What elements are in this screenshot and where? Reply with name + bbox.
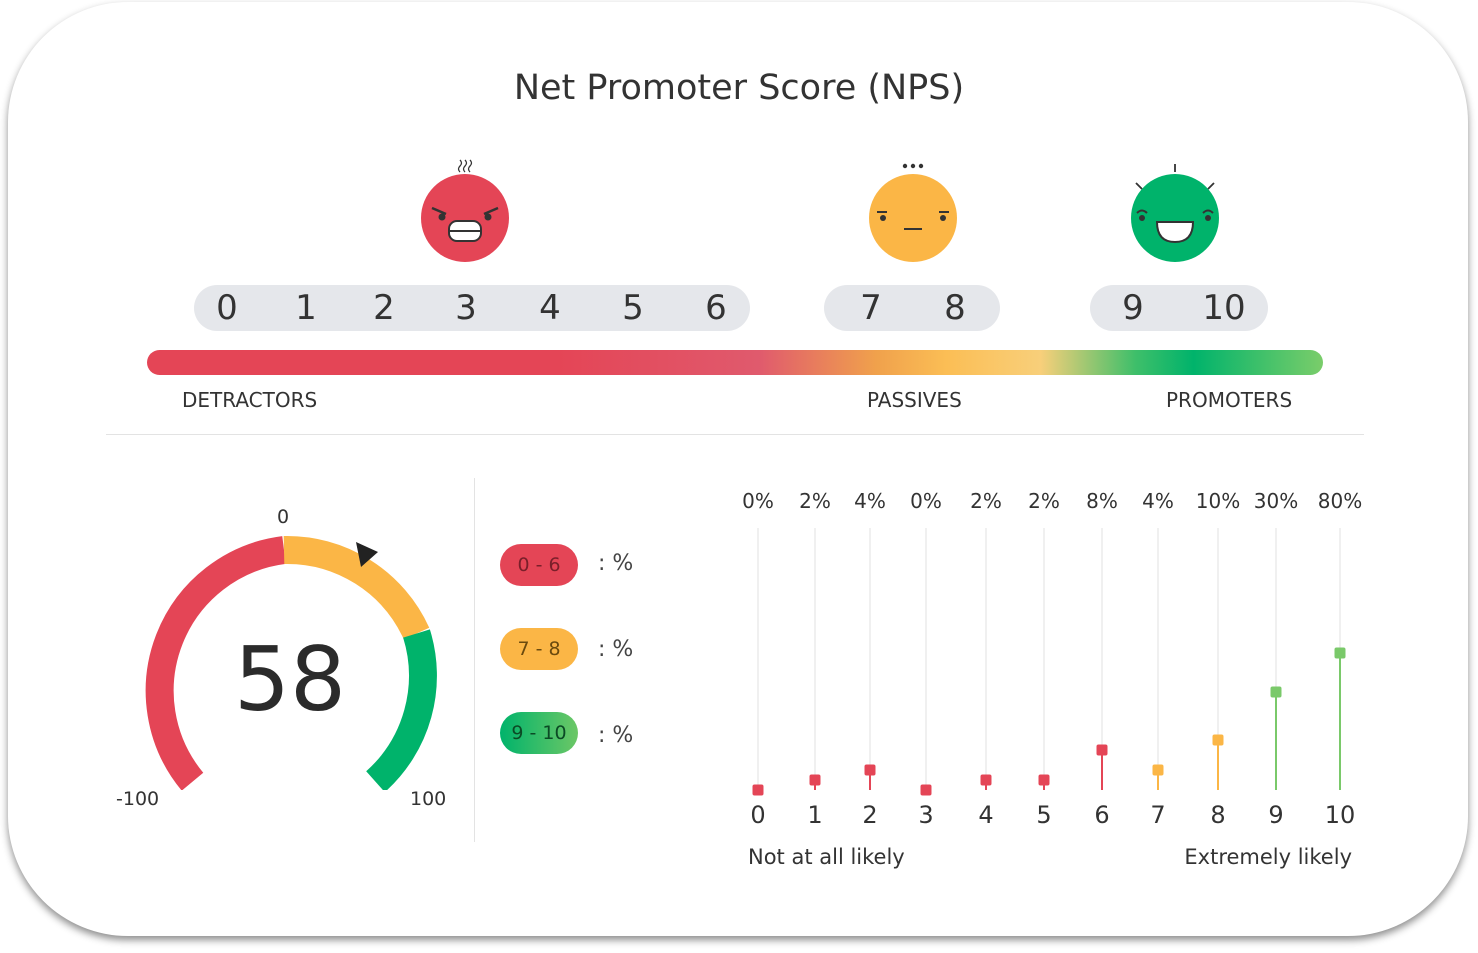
scale-number: 6 [705,288,727,328]
nps-card [8,2,1468,936]
column-divider [474,478,475,842]
legend-passives-pill: 7 - 8 [500,628,578,670]
value-label: 2% [799,489,831,513]
gauge-pointer-icon [356,542,378,567]
gauge-mid-label: 0 [277,506,290,528]
category-label: 1 [807,801,822,829]
gauge-max-label: 100 [410,788,447,810]
scale-number: 8 [944,288,966,328]
value-label: 0% [910,489,942,513]
lollipop-point [1270,686,1282,698]
right-caption: Extremely likely [1184,845,1352,869]
category-label: 8 [1210,801,1225,829]
value-label: 4% [1142,489,1174,513]
lollipop-point [1212,734,1224,746]
neutral-face-icon [869,163,957,262]
lollipop-point [980,774,992,786]
nps-gradient-bar [147,350,1323,375]
lollipop-point [1152,764,1164,776]
value-label: 80% [1318,489,1362,513]
category-label: 10 [1325,801,1356,829]
value-label: 30% [1254,489,1298,513]
value-label: 10% [1196,489,1240,513]
page-title: Net Promoter Score (NPS) [513,68,965,108]
scale-number: 1 [295,288,317,328]
lollipop-point [864,764,876,776]
lollipop-point [1334,647,1346,659]
legend-promoters-percent: : % [598,723,634,748]
promoters-label: PROMOTERS [1166,388,1293,412]
value-label: 0% [742,489,774,513]
lollipop-point [809,774,821,786]
detractor-range-pill [194,285,750,331]
scale-number: 9 [1122,288,1144,328]
category-label: 7 [1150,801,1165,829]
scale-number: 2 [373,288,395,328]
scale-number: 0 [216,288,238,328]
scale-number: 7 [860,288,882,328]
category-label: 9 [1268,801,1283,829]
scale-number: 5 [622,288,644,328]
category-label: 0 [750,801,765,829]
value-label: 8% [1086,489,1118,513]
legend-promoters-pill: 9 - 10 [500,712,578,754]
score-distribution-chart: 0% 0 2% 1 4% 2 0% 3 2% 4 2% 5 8% 6 4% 7 10% 8 30% 9 80% 10 Not… [742,489,1362,869]
category-label: 4 [978,801,993,829]
angry-face-icon [421,159,509,262]
section-divider [106,434,1364,435]
scale-number: 3 [455,288,477,328]
value-label: 2% [970,489,1002,513]
legend-passives-percent: : % [598,637,634,662]
lollipop-point [752,784,764,796]
category-label: 2 [862,801,877,829]
lollipop-point [1096,744,1108,756]
category-label: 6 [1094,801,1109,829]
category-label: 5 [1036,801,1051,829]
value-label: 4% [854,489,886,513]
passive-range-pill [824,285,1000,331]
lollipop-point [920,784,932,796]
detractors-label: DETRACTORS [182,388,318,412]
legend-detractors-percent: : % [598,551,634,576]
nps-gauge [145,535,437,790]
category-label: 3 [918,801,933,829]
promoter-range-pill [1090,285,1268,331]
gauge-min-label: -100 [116,788,160,810]
lollipop-point [1038,774,1050,786]
value-label: 2% [1028,489,1060,513]
passives-label: PASSIVES [867,388,962,412]
scale-number: 4 [539,288,561,328]
happy-face-icon [1131,164,1219,262]
left-caption: Not at all likely [748,845,905,869]
nps-score: 58 [234,628,346,731]
legend-detractors-pill: 0 - 6 [500,544,578,586]
scale-number: 10 [1202,288,1246,328]
